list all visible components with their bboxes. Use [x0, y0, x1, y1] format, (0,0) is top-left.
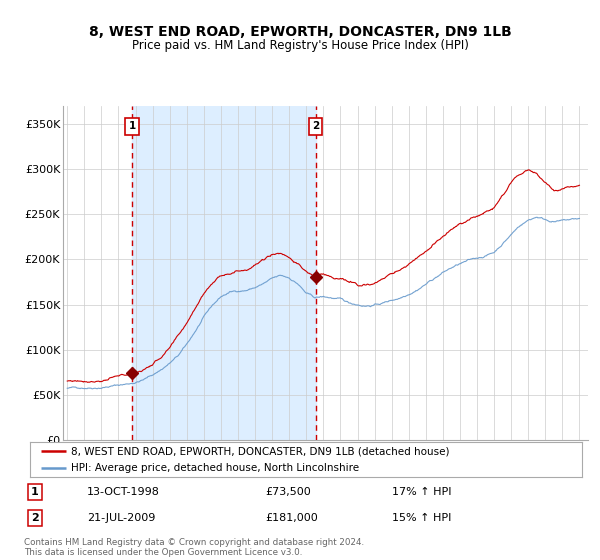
Text: Price paid vs. HM Land Registry's House Price Index (HPI): Price paid vs. HM Land Registry's House … [131, 39, 469, 52]
Text: 21-JUL-2009: 21-JUL-2009 [87, 513, 155, 523]
Text: 1: 1 [31, 487, 39, 497]
Text: 8, WEST END ROAD, EPWORTH, DONCASTER, DN9 1LB: 8, WEST END ROAD, EPWORTH, DONCASTER, DN… [89, 25, 511, 39]
Text: 2: 2 [31, 513, 39, 523]
Text: 8, WEST END ROAD, EPWORTH, DONCASTER, DN9 1LB (detached house): 8, WEST END ROAD, EPWORTH, DONCASTER, DN… [71, 446, 450, 456]
Text: 17% ↑ HPI: 17% ↑ HPI [392, 487, 452, 497]
Text: Contains HM Land Registry data © Crown copyright and database right 2024.
This d: Contains HM Land Registry data © Crown c… [24, 538, 364, 557]
Text: £181,000: £181,000 [265, 513, 318, 523]
Text: £73,500: £73,500 [265, 487, 311, 497]
Text: 1: 1 [128, 122, 136, 132]
Text: 2: 2 [312, 122, 319, 132]
Text: 15% ↑ HPI: 15% ↑ HPI [392, 513, 452, 523]
Text: HPI: Average price, detached house, North Lincolnshire: HPI: Average price, detached house, Nort… [71, 463, 359, 473]
Bar [132, 106, 316, 440]
Text: 13-OCT-1998: 13-OCT-1998 [87, 487, 160, 497]
